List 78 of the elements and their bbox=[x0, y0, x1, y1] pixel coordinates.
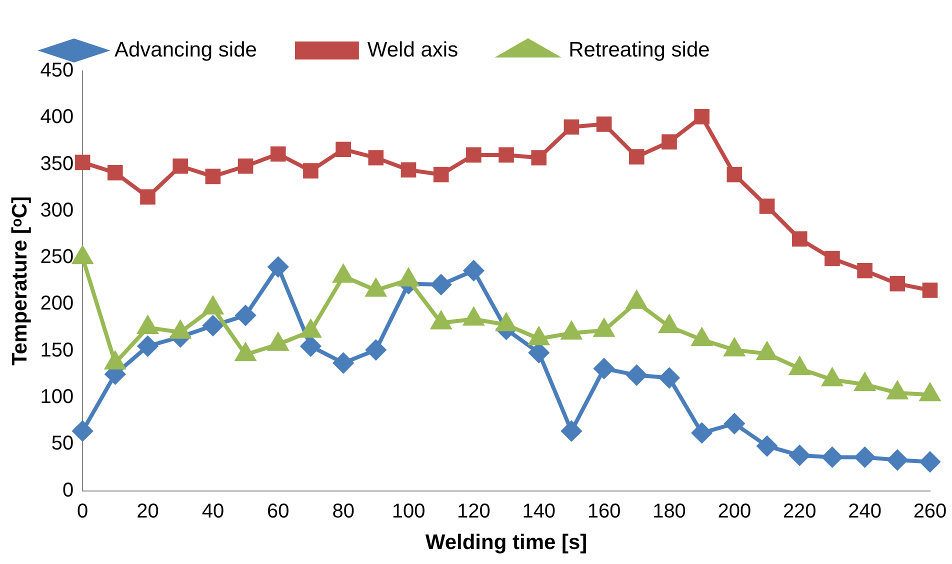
x-tick-label: 160 bbox=[587, 500, 621, 522]
point bbox=[857, 262, 872, 278]
point bbox=[594, 358, 614, 379]
point bbox=[792, 231, 808, 247]
x-tick-label: 20 bbox=[136, 500, 159, 522]
point bbox=[887, 450, 908, 470]
point bbox=[366, 340, 386, 360]
point bbox=[824, 250, 840, 266]
y-tick-label: 150 bbox=[40, 339, 74, 362]
x-tick-label: 220 bbox=[782, 500, 816, 522]
x-tick-label: 180 bbox=[652, 500, 686, 522]
point bbox=[920, 452, 940, 472]
point bbox=[498, 147, 514, 163]
x-tick-label: 120 bbox=[457, 500, 490, 522]
point bbox=[74, 154, 90, 170]
x-tick-label: 200 bbox=[718, 500, 752, 522]
point bbox=[531, 150, 547, 166]
point bbox=[464, 260, 484, 281]
point bbox=[726, 166, 742, 182]
point bbox=[172, 158, 188, 174]
point bbox=[790, 445, 810, 466]
point bbox=[564, 119, 580, 135]
point bbox=[108, 165, 123, 180]
x-tick-label: 140 bbox=[522, 500, 556, 522]
y-tick-label: 400 bbox=[40, 106, 74, 128]
point bbox=[400, 162, 416, 178]
point bbox=[238, 158, 254, 174]
point bbox=[757, 436, 778, 456]
point bbox=[890, 276, 906, 292]
y-tick-label: 50 bbox=[51, 432, 74, 455]
point bbox=[336, 142, 351, 158]
point bbox=[333, 352, 354, 373]
x-tick-label: 60 bbox=[267, 500, 290, 522]
point bbox=[466, 147, 482, 163]
point bbox=[433, 166, 449, 182]
point bbox=[268, 256, 288, 277]
x-tick-label: 260 bbox=[913, 500, 947, 522]
point bbox=[202, 316, 223, 336]
y-tick-label: 100 bbox=[40, 386, 74, 408]
x-axis-title: Welding time [s] bbox=[425, 531, 588, 554]
point bbox=[303, 163, 318, 178]
point bbox=[138, 336, 158, 356]
x-tick-label: 0 bbox=[77, 500, 88, 522]
y-tick-label: 350 bbox=[40, 152, 74, 175]
point bbox=[205, 168, 221, 184]
point bbox=[692, 422, 712, 443]
legend-label: Weld axis bbox=[367, 38, 458, 62]
point bbox=[626, 365, 647, 386]
point bbox=[72, 421, 93, 442]
point bbox=[300, 336, 321, 356]
y-tick-label: 200 bbox=[40, 292, 74, 315]
y-tick-label: 300 bbox=[40, 199, 74, 222]
point bbox=[854, 447, 875, 468]
point bbox=[236, 305, 256, 326]
point bbox=[822, 447, 842, 468]
y-tick-label: 0 bbox=[62, 479, 74, 502]
point bbox=[270, 146, 286, 162]
point bbox=[561, 421, 582, 442]
y-tick-label: 450 bbox=[40, 60, 74, 82]
x-tick-label: 240 bbox=[848, 500, 882, 522]
x-tick-label: 100 bbox=[392, 500, 426, 522]
point bbox=[662, 134, 677, 150]
x-tick-label: 40 bbox=[202, 500, 224, 522]
point bbox=[694, 109, 710, 124]
x-tick-label: 80 bbox=[332, 500, 354, 522]
legend-label: Advancing side bbox=[114, 38, 257, 62]
point bbox=[659, 368, 680, 388]
point bbox=[759, 198, 775, 214]
y-axis-title: Temperature [ᵒC] bbox=[8, 196, 32, 366]
point bbox=[596, 116, 612, 132]
point bbox=[431, 274, 452, 295]
y-tick-label: 250 bbox=[40, 246, 74, 268]
point bbox=[629, 149, 644, 164]
legend-label: Retreating side bbox=[568, 38, 710, 62]
point bbox=[368, 150, 384, 166]
point bbox=[724, 414, 744, 434]
point bbox=[922, 282, 938, 298]
point bbox=[140, 189, 156, 205]
